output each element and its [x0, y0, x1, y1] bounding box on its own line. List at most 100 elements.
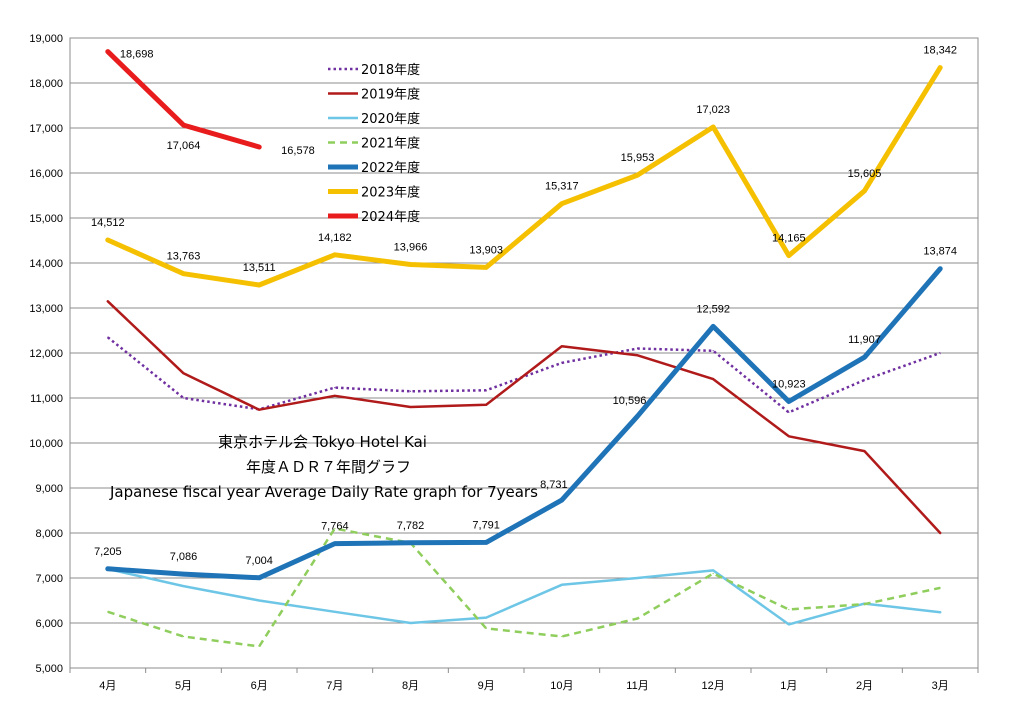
title-line-2: 年度ＡＤＲ７年間グラフ	[246, 458, 411, 476]
series-line-2019年度	[106, 300, 942, 535]
data-point	[182, 573, 185, 575]
data-point	[863, 379, 866, 381]
y-tick-label: 17,000	[29, 123, 63, 135]
data-point	[258, 577, 260, 579]
data-point	[334, 543, 336, 545]
series-line-2018年度	[107, 336, 941, 414]
data-point	[409, 622, 412, 624]
x-tick-label: 2月	[856, 680, 873, 692]
data-label: 10,923	[772, 378, 806, 390]
data-point	[561, 362, 563, 364]
data-label: 13,966	[394, 242, 428, 254]
data-label: 8,731	[540, 479, 568, 491]
data-point	[561, 203, 563, 205]
data-label: 14,512	[91, 217, 125, 229]
data-label: 7,205	[94, 546, 122, 558]
data-label: 13,763	[167, 251, 201, 263]
data-point	[863, 450, 866, 452]
data-label: 17,064	[167, 140, 201, 152]
x-tick-label: 8月	[402, 680, 419, 692]
grid	[70, 37, 978, 669]
data-point	[182, 372, 185, 374]
data-point	[182, 635, 185, 638]
y-tick-label: 8,000	[35, 528, 63, 540]
y-tick-label: 14,000	[29, 258, 63, 270]
data-label: 15,317	[545, 181, 579, 193]
y-tick-label: 7,000	[35, 573, 63, 585]
data-point	[561, 584, 563, 586]
x-tick-label: 5月	[175, 680, 192, 692]
data-point	[636, 347, 639, 350]
y-tick-label: 13,000	[29, 303, 63, 315]
legend-label: 2023年度	[361, 185, 420, 201]
data-point	[939, 352, 941, 354]
data-point	[485, 617, 487, 619]
data-label: 14,165	[772, 233, 806, 245]
data-point	[939, 268, 941, 270]
series-line-2023年度	[105, 65, 943, 288]
data-label: 15,953	[621, 152, 655, 164]
data-point	[485, 404, 487, 406]
data-point	[788, 435, 790, 437]
data-point	[712, 378, 714, 380]
legend-label: 2018年度	[361, 62, 420, 78]
data-point	[334, 395, 336, 397]
data-label: 15,605	[848, 168, 882, 180]
data-point	[409, 390, 412, 392]
data-label: 7,791	[472, 519, 500, 531]
data-point	[258, 146, 260, 148]
series-line-2020年度	[106, 567, 942, 626]
data-point	[334, 254, 336, 256]
data-label: 14,182	[318, 232, 352, 244]
y-tick-label: 5,000	[35, 663, 63, 675]
data-point	[182, 124, 185, 126]
data-point	[107, 568, 109, 570]
x-tick-label: 11月	[626, 680, 648, 692]
data-point	[258, 409, 260, 411]
y-tick-label: 6,000	[35, 618, 63, 630]
data-point	[182, 397, 185, 399]
data-point	[712, 325, 714, 327]
data-point	[107, 239, 109, 241]
data-point	[107, 300, 109, 302]
series-lines	[105, 49, 943, 648]
data-point	[409, 406, 412, 408]
data-point	[182, 585, 185, 587]
y-tick-label: 19,000	[29, 33, 63, 45]
data-point	[636, 617, 639, 620]
legend-label: 2019年度	[361, 87, 420, 103]
y-tick-label: 16,000	[29, 168, 63, 180]
data-point	[485, 266, 487, 268]
data-point	[636, 354, 639, 356]
data-point	[561, 499, 563, 501]
series-line-2024年度	[105, 49, 262, 150]
x-tick-label: 1月	[780, 680, 797, 692]
data-point	[712, 350, 714, 352]
data-point	[712, 569, 714, 571]
data-point	[939, 67, 941, 69]
data-point	[712, 126, 714, 128]
x-tick-label: 4月	[99, 680, 116, 692]
y-tick-label: 9,000	[35, 483, 63, 495]
legend-label: 2021年度	[361, 136, 420, 152]
data-label: 18,342	[923, 45, 957, 57]
data-label: 7,086	[170, 551, 198, 563]
title-line-3: Japanese fiscal year Average Daily Rate …	[109, 483, 538, 501]
data-label: 13,874	[923, 246, 957, 258]
y-tick-label: 10,000	[29, 438, 63, 450]
series-line-2022年度	[105, 266, 943, 581]
data-point	[334, 527, 336, 530]
data-point	[107, 336, 109, 338]
x-tick-label: 12月	[702, 680, 725, 692]
data-point	[485, 389, 487, 391]
x-tick-label: 9月	[478, 680, 495, 692]
data-point	[636, 415, 639, 417]
data-point	[258, 645, 260, 648]
data-point	[863, 190, 866, 192]
data-point	[712, 572, 714, 575]
data-point	[788, 411, 790, 413]
data-point	[182, 273, 185, 275]
data-point	[636, 577, 639, 579]
series-line-2021年度	[107, 527, 941, 648]
